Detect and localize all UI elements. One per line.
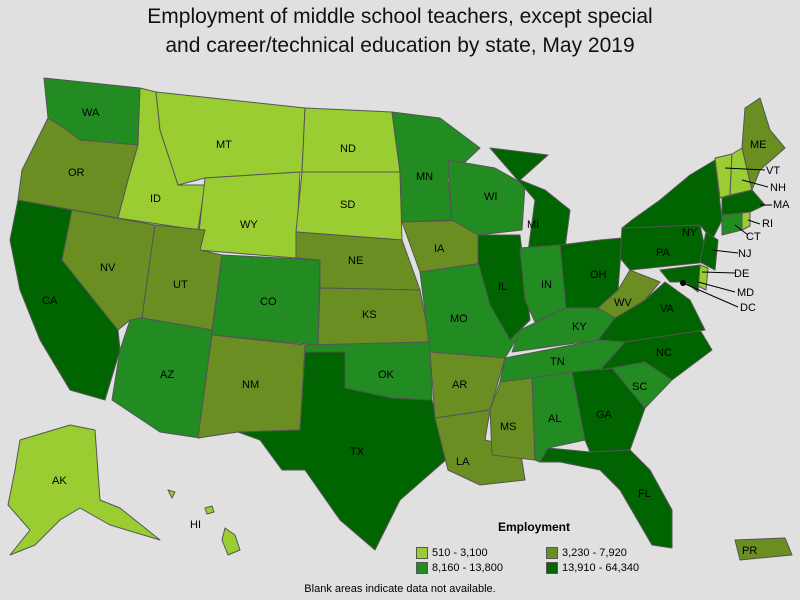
label-va: VA <box>660 303 675 315</box>
label-nh: NH <box>770 182 786 194</box>
state-la[interactable] <box>434 409 526 486</box>
state-ct[interactable] <box>721 212 743 236</box>
label-nv: NV <box>100 262 116 274</box>
label-pa: PA <box>656 247 671 259</box>
label-la: LA <box>456 456 470 468</box>
legend-label-4: 13,910 - 64,340 <box>562 562 640 574</box>
label-ri: RI <box>762 218 773 230</box>
state-wv[interactable] <box>597 269 661 319</box>
legend-title: Employment <box>498 520 571 534</box>
label-mi: MI <box>527 219 539 231</box>
label-ct: CT <box>746 231 761 243</box>
label-mt: MT <box>216 139 232 151</box>
label-ok: OK <box>378 369 395 381</box>
state-mi[interactable] <box>489 147 571 253</box>
label-in: IN <box>541 279 552 291</box>
state-nj[interactable] <box>699 231 719 271</box>
title-line-2: and career/technical education by state,… <box>165 34 635 57</box>
legend-swatch-2 <box>546 547 558 559</box>
label-az: AZ <box>160 369 174 381</box>
label-me: ME <box>750 139 767 151</box>
label-nj: NJ <box>738 248 751 260</box>
label-wi: WI <box>484 191 497 203</box>
state-wi[interactable] <box>447 159 526 236</box>
legend-item-1: 510 - 3,100 <box>416 547 488 559</box>
label-sc: SC <box>632 381 647 393</box>
label-de: DE <box>734 268 749 280</box>
footnote: Blank areas indicate data not available. <box>304 583 496 595</box>
label-ny: NY <box>682 227 698 239</box>
label-fl: FL <box>638 488 651 500</box>
state-wy[interactable] <box>196 171 301 259</box>
label-ne: NE <box>348 255 363 267</box>
legend-label-2: 3,230 - 7,920 <box>562 547 627 559</box>
legend-label-3: 8,160 - 13,800 <box>432 562 503 574</box>
label-wv: WV <box>614 297 632 309</box>
label-al: AL <box>548 413 561 425</box>
label-ga: GA <box>596 409 613 421</box>
label-sd: SD <box>340 199 355 211</box>
state-hi[interactable] <box>167 489 241 556</box>
label-ut: UT <box>173 279 188 291</box>
label-nd: ND <box>340 143 356 155</box>
label-co: CO <box>260 296 277 308</box>
label-ks: KS <box>362 309 377 321</box>
label-ak: AK <box>52 475 67 487</box>
label-wy: WY <box>240 219 258 231</box>
state-tx[interactable] <box>237 351 449 551</box>
legend-swatch-4 <box>546 562 558 574</box>
state-fl[interactable] <box>539 447 673 549</box>
label-ma: MA <box>773 199 790 211</box>
label-md: MD <box>737 287 754 299</box>
label-oh: OH <box>590 269 607 281</box>
label-ms: MS <box>500 421 517 433</box>
legend-item-2: 3,230 - 7,920 <box>546 547 627 559</box>
label-il: IL <box>498 281 507 293</box>
label-ca: CA <box>42 295 58 307</box>
legend-label-1: 510 - 3,100 <box>432 547 488 559</box>
state-ms[interactable] <box>489 377 536 461</box>
state-ri[interactable] <box>741 211 751 231</box>
legend-item-3: 8,160 - 13,800 <box>416 562 503 574</box>
title-line-1: Employment of middle school teachers, ex… <box>147 5 653 28</box>
label-ia: IA <box>434 243 445 255</box>
legend-swatch-3 <box>416 562 428 574</box>
label-id: ID <box>150 193 161 205</box>
label-mn: MN <box>416 171 433 183</box>
label-nc: NC <box>656 347 672 359</box>
state-mn[interactable] <box>391 111 481 223</box>
label-tn: TN <box>550 356 565 368</box>
label-dc: DC <box>740 302 756 314</box>
state-nd[interactable] <box>301 107 401 173</box>
label-mo: MO <box>450 313 468 325</box>
state-il[interactable] <box>477 234 531 341</box>
label-hi: HI <box>190 519 201 531</box>
legend-swatch-1 <box>416 547 428 559</box>
label-ar: AR <box>452 379 467 391</box>
label-vt: VT <box>766 165 780 177</box>
label-nm: NM <box>242 379 259 391</box>
label-wa: WA <box>82 107 100 119</box>
label-pr: PR <box>742 545 757 557</box>
label-ky: KY <box>572 321 587 333</box>
legend-item-4: 13,910 - 64,340 <box>546 562 639 574</box>
state-ma[interactable] <box>721 189 766 216</box>
state-ak[interactable] <box>7 424 161 556</box>
state-pr[interactable] <box>734 537 793 561</box>
label-or: OR <box>68 167 85 179</box>
map-title: Employment of middle school teachers, ex… <box>0 2 800 60</box>
state-me[interactable] <box>741 97 786 191</box>
label-tx: TX <box>350 446 365 458</box>
